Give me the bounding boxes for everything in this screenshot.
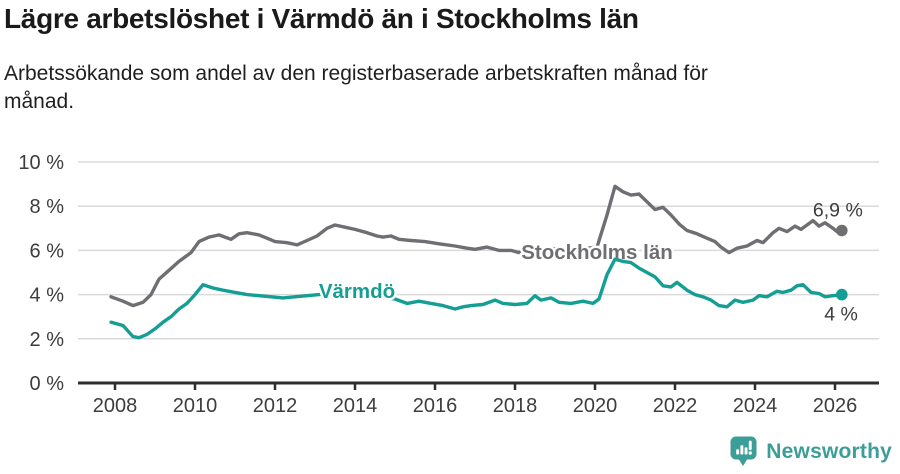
series-inline-label: Stockholms län <box>521 241 673 264</box>
x-tick-label: 2026 <box>813 395 858 417</box>
series-end-value-label: 6,9 % <box>813 200 863 222</box>
x-tick-label: 2008 <box>93 395 138 417</box>
x-tick-label: 2010 <box>173 395 218 417</box>
x-tick-label: 2018 <box>493 395 538 417</box>
y-tick-label: 6 % <box>30 240 65 262</box>
series-line <box>109 257 844 340</box>
y-tick-label: 10 % <box>18 152 64 174</box>
chart-subtitle-line-2: månad. <box>4 90 75 113</box>
y-tick-label: 4 % <box>30 285 65 307</box>
series-end-value-label: 4 % <box>824 304 858 326</box>
y-tick-label: 0 % <box>30 373 65 395</box>
series-end-dot <box>836 288 848 301</box>
x-tick-label: 2020 <box>573 395 618 417</box>
newsworthy-wordmark: Newsworthy <box>766 439 892 463</box>
series-inline-label: Värmdö <box>319 280 395 303</box>
y-tick-label: 8 % <box>30 196 65 218</box>
x-tick-label: 2022 <box>653 395 698 417</box>
newsworthy-bubble-chart-icon <box>730 436 757 466</box>
x-tick-label: 2014 <box>333 395 378 417</box>
chart-subtitle-line-1: Arbetssökande som andel av den registerb… <box>4 62 708 85</box>
series-end-dot <box>836 224 848 237</box>
newsworthy-logo: Newsworthy <box>729 435 892 468</box>
chart-subtitle: Arbetssökande som andel av den registerb… <box>4 60 708 116</box>
chart-title: Lägre arbetslöshet i Värmdö än i Stockho… <box>4 3 639 34</box>
y-tick-label: 2 % <box>30 329 65 351</box>
x-tick-label: 2024 <box>733 395 778 417</box>
x-tick-label: 2016 <box>413 395 458 417</box>
x-tick-label: 2012 <box>253 395 298 417</box>
series-line <box>109 184 844 308</box>
